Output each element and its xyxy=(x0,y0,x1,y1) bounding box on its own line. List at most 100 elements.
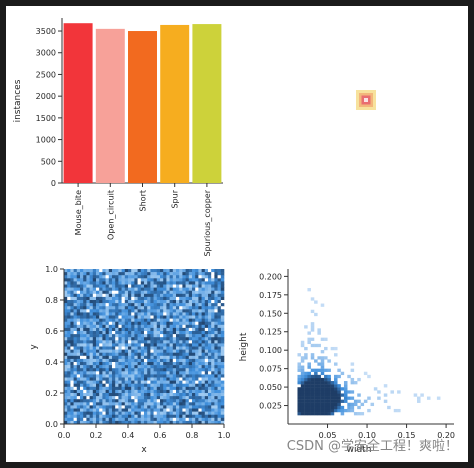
xy-cell xyxy=(182,374,186,378)
xy-cell xyxy=(201,352,206,357)
xy-cell xyxy=(64,296,68,301)
xy-cell xyxy=(128,358,132,363)
xy-cell xyxy=(80,396,84,400)
xy-cell xyxy=(70,300,74,304)
xy-cell xyxy=(204,358,209,363)
wh-cell xyxy=(334,399,338,403)
xy-cell xyxy=(118,343,122,347)
xy-cell xyxy=(208,368,212,372)
wh-y-tick-label: 0.200 xyxy=(259,272,282,281)
xy-cell xyxy=(102,380,106,384)
xy-cell xyxy=(115,346,119,350)
bar-y-tick-label: 0 xyxy=(51,179,56,188)
xy-cell xyxy=(211,312,215,316)
xy-cell xyxy=(102,293,106,298)
xy-cell xyxy=(131,365,135,369)
wh-cell xyxy=(314,408,318,413)
xy-cell xyxy=(220,389,225,394)
xy-cell xyxy=(198,303,202,307)
xy-cell xyxy=(121,377,126,381)
xy-cell xyxy=(64,312,68,316)
xy-cell xyxy=(153,349,158,353)
xy-cell xyxy=(83,284,87,288)
xy-cell xyxy=(166,386,170,391)
xy-cell xyxy=(163,334,167,338)
xy-cell xyxy=(163,269,167,273)
xy-cell xyxy=(115,281,119,285)
xy-cell xyxy=(185,349,190,353)
xy-cell xyxy=(99,315,103,319)
xy-cell xyxy=(208,300,212,304)
xy-cell xyxy=(137,275,142,279)
wh-cell xyxy=(320,337,325,341)
xy-cell xyxy=(195,272,199,276)
xy-cell xyxy=(83,278,87,282)
xy-cell xyxy=(115,396,119,400)
xy-cell xyxy=(70,343,74,347)
xy-cell xyxy=(124,327,129,332)
wh-cell xyxy=(307,377,311,382)
xy-cell xyxy=(176,396,180,400)
wh-cell xyxy=(300,396,305,400)
xy-cell xyxy=(121,417,126,422)
xy-cell xyxy=(204,284,209,288)
xy-cell xyxy=(121,405,126,409)
xy-cell xyxy=(108,287,113,291)
xy-cell xyxy=(105,290,110,295)
xy-cell xyxy=(73,293,78,298)
xy-cell xyxy=(108,393,113,397)
xy-cell xyxy=(89,340,94,344)
xy-cell xyxy=(220,386,225,391)
xy-cell xyxy=(188,296,193,301)
xy-cell xyxy=(89,411,94,415)
xy-cell xyxy=(192,411,196,415)
xy-cell xyxy=(214,327,218,332)
xy-cell xyxy=(185,377,190,381)
xy-cell xyxy=(105,340,110,344)
xy-cell xyxy=(160,275,164,279)
xy-cell xyxy=(147,318,151,322)
xy-cell xyxy=(140,377,145,381)
xy-cell xyxy=(208,309,212,313)
xy-cell xyxy=(121,402,126,406)
xy-cell xyxy=(118,355,122,360)
xy-cell xyxy=(83,402,87,406)
xy-cell xyxy=(83,399,87,403)
xy-cell xyxy=(176,321,180,326)
xy-cell xyxy=(96,374,100,378)
xy-cell xyxy=(195,399,199,403)
xy-cell xyxy=(96,269,100,273)
xy-cell xyxy=(217,269,222,273)
xy-cell xyxy=(188,315,193,319)
xy-cell xyxy=(188,396,193,400)
wh-cell xyxy=(317,405,321,410)
xy-cell xyxy=(102,284,106,288)
xy-cell xyxy=(89,312,94,316)
xy-cell xyxy=(92,355,97,360)
wh-cell xyxy=(330,399,335,403)
xy-cell xyxy=(166,278,170,282)
xy-cell xyxy=(115,355,119,360)
xy-cell xyxy=(140,383,145,388)
xy-cell xyxy=(92,278,97,282)
wh-cell xyxy=(310,399,315,403)
xy-cell xyxy=(147,408,151,412)
xy-cell xyxy=(92,414,97,419)
xy-cell xyxy=(86,396,90,400)
xy-cell xyxy=(211,371,215,375)
xy-cell xyxy=(144,290,148,295)
xy-cell xyxy=(96,417,100,422)
wh-cell xyxy=(317,356,321,360)
xy-cell xyxy=(128,290,132,295)
xy-cell xyxy=(195,312,199,316)
xy-cell xyxy=(124,393,129,397)
xy-cell xyxy=(89,337,94,341)
xy-cell xyxy=(92,377,97,381)
xy-cell xyxy=(96,368,100,372)
wh-cell xyxy=(307,412,311,416)
xy-cell xyxy=(198,408,202,412)
xy-cell xyxy=(179,365,183,369)
xy-cell xyxy=(153,346,158,350)
xy-cell xyxy=(115,365,119,369)
xy-cell xyxy=(64,420,68,425)
